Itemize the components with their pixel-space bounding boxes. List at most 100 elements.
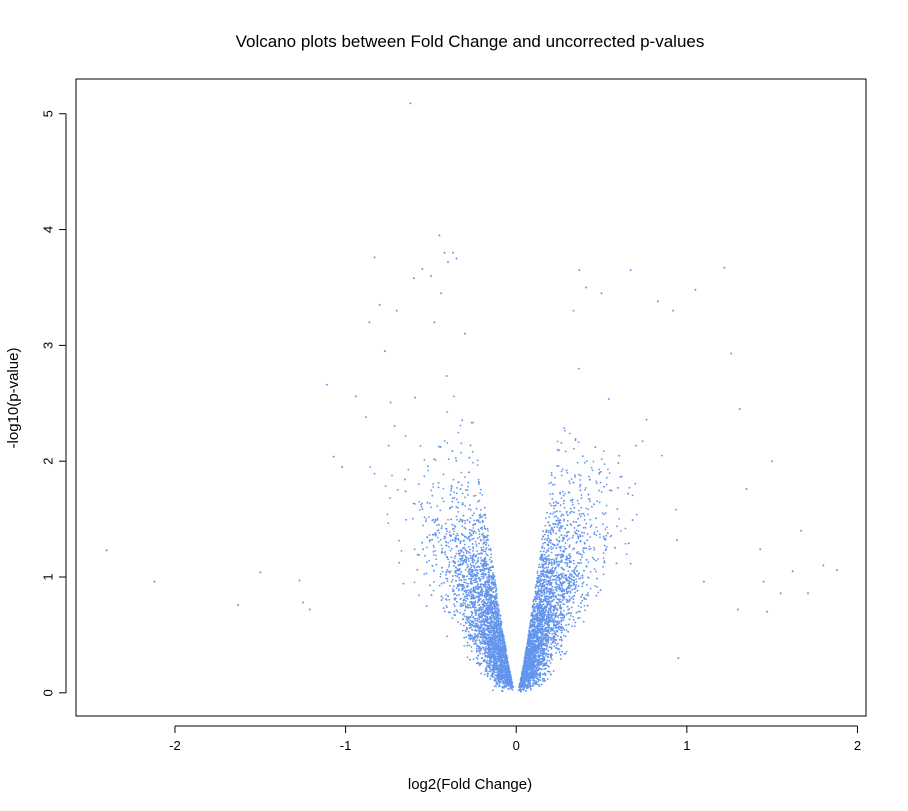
data-point [581, 582, 584, 585]
data-point [461, 588, 464, 591]
data-point [369, 466, 372, 468]
data-point [550, 558, 553, 561]
data-point [547, 610, 550, 612]
data-point [572, 309, 575, 312]
data-point [550, 564, 553, 566]
data-point [445, 544, 447, 547]
data-point [547, 571, 550, 573]
data-point [469, 563, 472, 565]
data-point [485, 564, 488, 566]
data-point [557, 524, 560, 527]
data-point [624, 527, 627, 530]
data-point [442, 487, 445, 490]
chart-title: Volcano plots between Fold Change and un… [236, 32, 705, 51]
data-point [437, 540, 440, 543]
data-point [472, 564, 474, 567]
data-point [466, 603, 469, 606]
data-point [387, 522, 390, 524]
data-point [534, 592, 537, 595]
data-point [563, 628, 566, 631]
data-point [544, 608, 546, 610]
data-point [484, 517, 487, 519]
data-point [564, 653, 567, 655]
data-point [560, 617, 562, 619]
data-point [540, 625, 542, 628]
data-point [453, 395, 455, 398]
data-point [484, 639, 486, 642]
data-point [544, 674, 547, 676]
data-point [446, 530, 449, 533]
data-point [594, 585, 597, 587]
data-point [570, 597, 573, 600]
data-point [467, 565, 470, 568]
data-point [540, 629, 543, 632]
data-point [465, 630, 467, 633]
data-point [482, 573, 484, 576]
data-point [449, 549, 452, 552]
data-point [472, 620, 475, 623]
data-point [517, 689, 520, 692]
data-point [571, 504, 574, 506]
data-point [478, 618, 481, 621]
data-point [603, 463, 606, 465]
data-point [553, 634, 555, 637]
data-point [549, 662, 552, 664]
data-point [583, 519, 586, 521]
data-point [545, 608, 548, 611]
data-point [570, 578, 572, 581]
data-point [583, 514, 586, 517]
data-point [563, 520, 565, 522]
data-point [439, 575, 442, 578]
data-point [469, 604, 471, 606]
data-point [472, 495, 475, 497]
data-point [603, 561, 606, 564]
data-point [574, 476, 577, 478]
data-point [490, 585, 492, 588]
data-point [453, 530, 455, 533]
data-point [469, 619, 472, 622]
data-point [560, 497, 563, 499]
data-point [496, 597, 498, 599]
data-point [569, 507, 572, 510]
data-point [477, 647, 480, 650]
data-point [675, 508, 677, 511]
data-point [475, 543, 478, 546]
data-point [553, 504, 555, 507]
data-point [555, 538, 558, 541]
data-point [494, 579, 497, 582]
data-point [559, 581, 562, 583]
data-point [494, 590, 497, 593]
data-point [585, 522, 588, 525]
data-point [541, 564, 544, 567]
data-point [561, 613, 564, 616]
data-point [438, 532, 441, 534]
data-point [566, 588, 568, 590]
data-point [462, 534, 464, 537]
data-point [464, 599, 467, 602]
data-point [475, 568, 478, 571]
data-point [413, 581, 416, 584]
data-point [616, 525, 618, 528]
data-point [542, 575, 545, 577]
data-point [463, 581, 466, 584]
data-point [479, 568, 481, 571]
data-point [427, 469, 430, 472]
data-point [559, 519, 562, 522]
data-point [460, 471, 463, 474]
data-point [592, 460, 595, 463]
data-point [465, 552, 468, 555]
data-point [472, 640, 474, 643]
data-point [476, 537, 479, 540]
data-point [559, 549, 562, 552]
data-point [454, 457, 457, 460]
data-point [557, 642, 559, 645]
data-point [479, 612, 482, 615]
data-point [472, 616, 475, 619]
data-point [583, 551, 585, 554]
data-point [466, 656, 469, 659]
data-point [428, 534, 431, 536]
data-point [481, 563, 484, 566]
data-point [461, 629, 464, 632]
data-point [575, 584, 577, 586]
data-point [486, 659, 489, 662]
